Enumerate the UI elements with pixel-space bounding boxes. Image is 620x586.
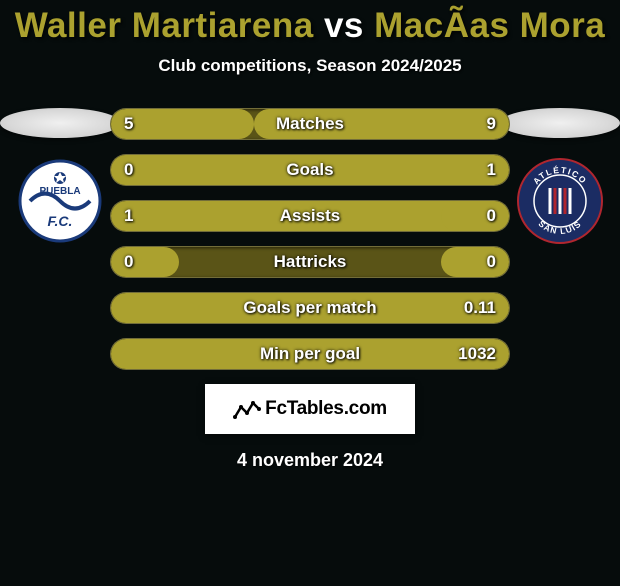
- stat-row: 0.11Goals per match: [110, 292, 510, 324]
- bar-track: [110, 108, 510, 140]
- player2-column: ATLÉTICO SAN LUIS: [500, 108, 620, 244]
- comparison-subtitle: Club competitions, Season 2024/2025: [0, 56, 620, 76]
- stat-value-right: 0.11: [464, 298, 496, 318]
- bar-track: [110, 338, 510, 370]
- comparison-content: PUEBLA F.C. ATLÉTICO SAN LUIS: [0, 108, 620, 370]
- stat-value-left: 0: [124, 160, 133, 180]
- bar-fill-left: [111, 247, 179, 277]
- bar-fill-right: [441, 201, 509, 231]
- player1-name: Waller Martiarena: [15, 6, 314, 45]
- bar-fill-right: [441, 247, 509, 277]
- fctables-logo-icon: [233, 397, 261, 421]
- bar-fill-full: [111, 339, 509, 369]
- puebla-badge-icon: PUEBLA F.C.: [10, 158, 110, 244]
- stat-value-right: 0: [487, 206, 496, 226]
- brand-box: FcTables.com: [205, 384, 415, 434]
- player2-club-badge: ATLÉTICO SAN LUIS: [510, 158, 610, 244]
- stat-value-left: 0: [124, 252, 133, 272]
- bar-track: [110, 246, 510, 278]
- bar-track: [110, 292, 510, 324]
- bar-track: [110, 200, 510, 232]
- stat-row: 1032Min per goal: [110, 338, 510, 370]
- stat-row: 00Hattricks: [110, 246, 510, 278]
- atleticosanluis-badge-icon: ATLÉTICO SAN LUIS: [510, 158, 610, 244]
- bar-fill-right: [111, 155, 509, 185]
- player1-club-badge: PUEBLA F.C.: [10, 158, 110, 244]
- stat-bars: 59Matches01Goals10Assists00Hattricks0.11…: [110, 108, 510, 370]
- stat-row: 59Matches: [110, 108, 510, 140]
- stat-row: 01Goals: [110, 154, 510, 186]
- svg-text:PUEBLA: PUEBLA: [39, 186, 80, 197]
- comparison-title: Waller Martiarena vs MacÃ­as Mora: [0, 6, 620, 46]
- stat-value-left: 1: [124, 206, 133, 226]
- brand-text: FcTables.com: [265, 398, 387, 420]
- bar-fill-right: [254, 109, 509, 139]
- footer-date: 4 november 2024: [0, 450, 620, 471]
- player1-avatar-placeholder: [0, 108, 120, 138]
- vs-text: vs: [324, 6, 364, 45]
- stat-value-right: 1032: [458, 344, 496, 364]
- player2-name: MacÃ­as Mora: [374, 6, 605, 45]
- bar-track: [110, 154, 510, 186]
- stat-value-right: 1: [487, 160, 496, 180]
- stat-row: 10Assists: [110, 200, 510, 232]
- stat-value-right: 0: [487, 252, 496, 272]
- svg-text:F.C.: F.C.: [48, 213, 73, 229]
- stat-value-right: 9: [487, 114, 496, 134]
- bar-fill-full: [111, 293, 509, 323]
- stat-value-left: 5: [124, 114, 133, 134]
- player2-avatar-placeholder: [500, 108, 620, 138]
- player1-column: PUEBLA F.C.: [0, 108, 120, 244]
